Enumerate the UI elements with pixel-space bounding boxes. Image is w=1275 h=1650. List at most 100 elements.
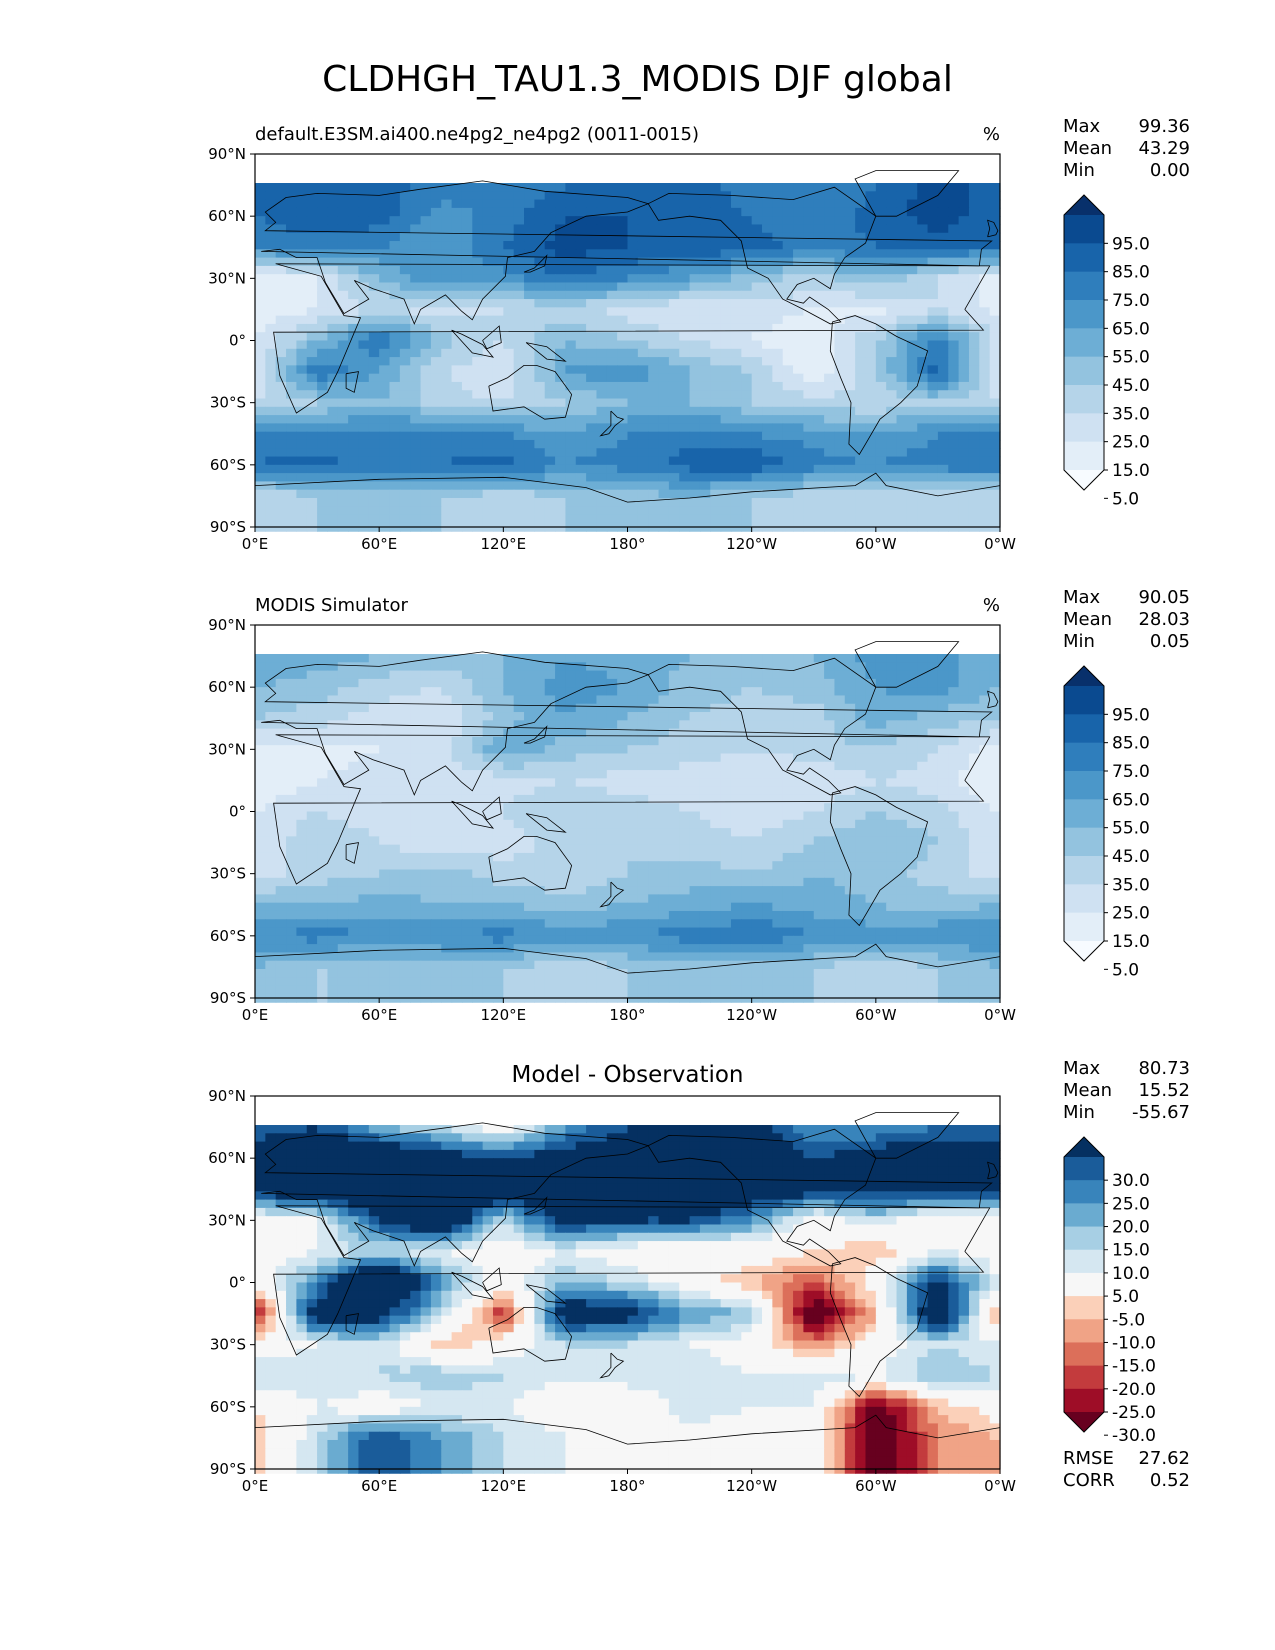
contour-cell (348, 481, 360, 491)
contour-cell (813, 348, 825, 358)
contour-cell (679, 423, 691, 433)
contour-cell (410, 662, 422, 672)
contour-cell (793, 712, 805, 721)
contour-cell (689, 761, 701, 771)
contour-cell (906, 216, 918, 226)
contour-cell (513, 357, 525, 366)
contour-cell (379, 207, 391, 217)
contour-cell (989, 183, 1001, 192)
contour-cell (441, 191, 453, 201)
contour-cell (855, 323, 867, 333)
contour-cell (544, 456, 556, 466)
contour-cell (586, 415, 598, 424)
coastline (523, 254, 548, 273)
contour-cell (730, 819, 742, 829)
contour-cell (710, 828, 722, 837)
contour-cell (441, 216, 453, 226)
contour-cell (348, 456, 360, 466)
contour-cell (296, 852, 308, 862)
contour-cell (461, 257, 473, 267)
contour-cell (720, 224, 732, 234)
contour-cell (441, 712, 453, 721)
contour-cell (668, 224, 680, 234)
contour-cell (824, 728, 836, 738)
contour-cell (865, 712, 877, 721)
contour-cell (658, 819, 670, 829)
contour-cell (492, 207, 504, 217)
contour-cell (627, 390, 639, 400)
contour-cell (875, 323, 887, 333)
contour-cell (358, 207, 370, 217)
contour-cell (689, 497, 701, 507)
contour-cell (296, 844, 308, 854)
contour-cell (389, 828, 401, 837)
contour-cell (441, 803, 453, 813)
contour-cell (337, 819, 349, 829)
contour-cell (772, 803, 784, 813)
contour-cell (286, 357, 297, 366)
contour-cell (979, 464, 991, 474)
contour-cell (430, 662, 442, 672)
contour-cell (265, 506, 277, 516)
contour-cell (544, 654, 556, 663)
contour-cell (275, 448, 287, 458)
contour-cell (948, 257, 960, 267)
contour-cell (937, 332, 949, 342)
contour-cell (327, 456, 339, 466)
contour-cell (503, 323, 515, 333)
contour-cell (741, 481, 753, 491)
contour-cell (575, 712, 587, 721)
contour-cell (865, 794, 877, 804)
contour-cell (668, 307, 680, 317)
contour-cell (989, 357, 1001, 366)
contour-cell (782, 439, 794, 449)
contour-cell (368, 290, 380, 300)
contour-cell (492, 282, 504, 292)
contour-cell (855, 307, 867, 317)
contour-cell (637, 794, 649, 804)
contour-cell (772, 819, 784, 829)
contour-cell (689, 415, 701, 424)
contour-cell (917, 736, 929, 746)
contour-cell (389, 464, 401, 474)
contour-cell (586, 794, 598, 804)
contour-cell (513, 241, 525, 250)
contour-cell (627, 448, 639, 458)
contour-cell (472, 720, 484, 730)
contour-cell (627, 481, 639, 491)
contour-cell (782, 778, 794, 788)
contour-cell (979, 456, 991, 466)
contour-cell (824, 861, 836, 871)
contour-cell (906, 481, 918, 491)
contour-cell (451, 398, 463, 408)
contour-cell (958, 423, 970, 433)
contour-cell (937, 844, 949, 854)
contour-cell (472, 819, 484, 829)
contour-cell (782, 307, 794, 317)
contour-cell (317, 497, 329, 507)
contour-cell (896, 340, 908, 350)
contour-cell (803, 439, 815, 449)
contour-cell (844, 670, 856, 680)
contour-cell (689, 819, 701, 829)
contour-cell (958, 662, 970, 672)
contour-cell (710, 678, 722, 688)
contour-cell (503, 481, 515, 491)
contour-cell (389, 844, 401, 854)
contour-cell (617, 406, 629, 416)
contour-cell (886, 423, 898, 433)
contour-cell (772, 381, 784, 391)
contour-cell (710, 216, 722, 226)
contour-cell (575, 736, 587, 746)
contour-cell (586, 720, 598, 730)
contour-cell (637, 207, 649, 217)
contour-cell (534, 770, 546, 779)
contour-cell (368, 315, 380, 325)
contour-cell (648, 191, 660, 201)
contour-cell (803, 381, 815, 391)
colorbar-swatch (1064, 215, 1104, 244)
contour-cell (793, 778, 805, 788)
contour-cell (255, 654, 266, 663)
contour-cell (410, 473, 422, 483)
contour-cell (689, 506, 701, 516)
